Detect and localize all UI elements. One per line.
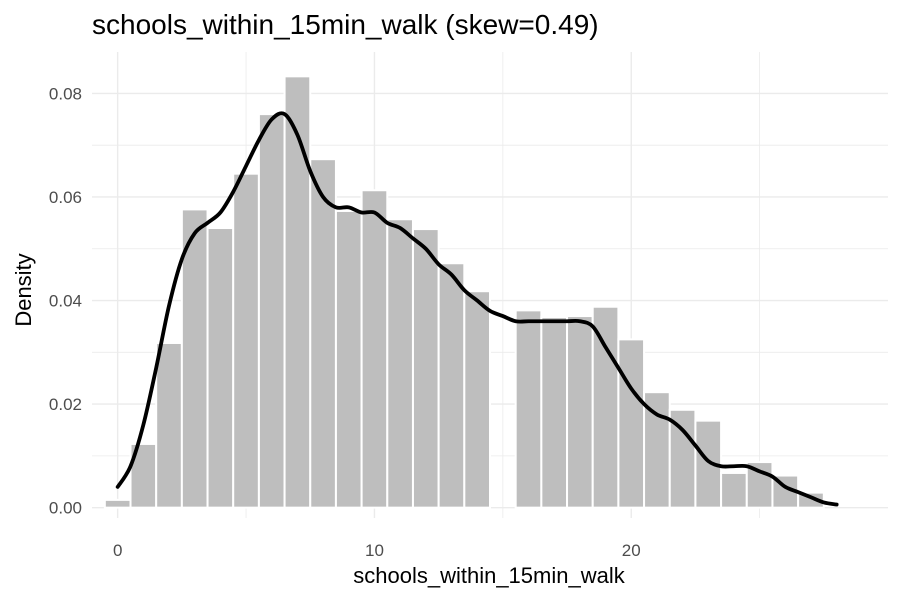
- y-tick-label: 0.00: [49, 499, 82, 518]
- histogram-bar: [437, 262, 466, 509]
- chart-title: schools_within_15min_walk (skew=0.49): [92, 9, 599, 40]
- histogram-bar: [411, 228, 440, 509]
- histogram-bar: [720, 471, 748, 509]
- histogram-bar: [309, 158, 337, 509]
- histogram-bar: [283, 75, 312, 509]
- histogram-bar: [386, 218, 414, 509]
- histogram-bar: [232, 172, 260, 509]
- histogram-bar: [643, 391, 671, 509]
- histogram-bar: [540, 316, 569, 509]
- histogram-bar: [591, 305, 620, 509]
- x-axis-ticks: 0 10 20: [113, 541, 641, 560]
- histogram-bar: [103, 498, 132, 509]
- x-tick-label: 20: [622, 541, 641, 560]
- histogram-bar: [334, 209, 363, 509]
- y-tick-label: 0.06: [49, 188, 82, 207]
- histogram-bar: [463, 290, 491, 509]
- histogram-bar: [668, 408, 697, 509]
- histogram-bar: [514, 309, 543, 509]
- histogram-bar: [257, 113, 286, 509]
- y-axis-label: Density: [11, 253, 36, 326]
- y-tick-label: 0.02: [49, 395, 82, 414]
- histogram-bar: [155, 341, 183, 509]
- y-tick-label: 0.04: [49, 292, 82, 311]
- histogram-bar: [566, 315, 594, 509]
- x-axis-label: schools_within_15min_walk: [353, 563, 625, 588]
- x-tick-label: 10: [365, 541, 384, 560]
- histogram-bar: [617, 338, 646, 509]
- histogram-bar: [206, 227, 235, 509]
- density-curve: [115, 111, 839, 507]
- x-tick-label: 0: [113, 541, 122, 560]
- histogram-bar: [360, 189, 389, 509]
- y-axis-ticks: 0.00 0.02 0.04 0.06 0.08: [49, 84, 82, 517]
- density-curve-layer: [115, 111, 839, 507]
- y-tick-label: 0.08: [49, 84, 82, 103]
